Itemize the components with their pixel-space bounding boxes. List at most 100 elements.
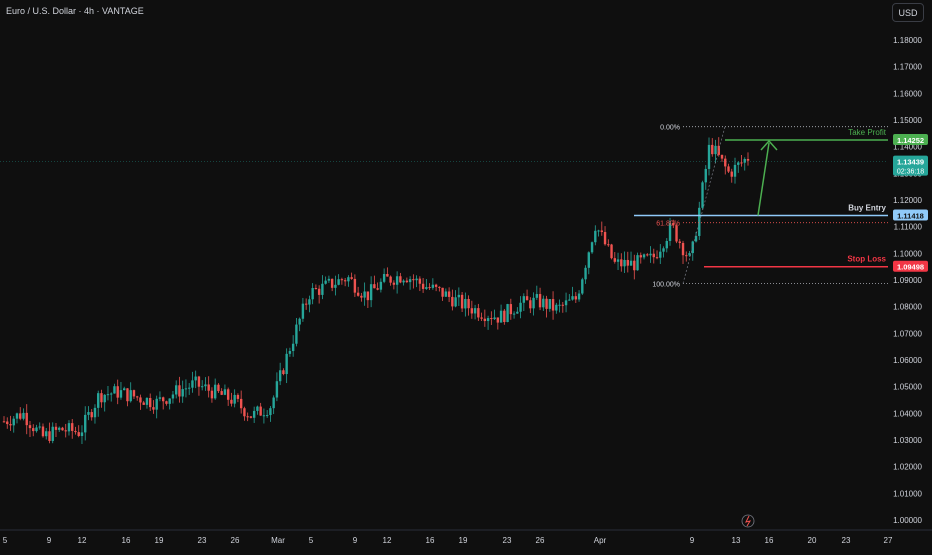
- candle-body[interactable]: [571, 296, 574, 300]
- candle-body[interactable]: [168, 398, 171, 404]
- candle-body[interactable]: [191, 380, 194, 388]
- candle-body[interactable]: [431, 284, 435, 288]
- candle-body[interactable]: [675, 225, 678, 242]
- candle-body[interactable]: [178, 385, 181, 397]
- candle-body[interactable]: [243, 408, 246, 417]
- candle-body[interactable]: [295, 324, 298, 344]
- candle-body[interactable]: [132, 390, 136, 397]
- candle-body[interactable]: [395, 276, 399, 285]
- candle-body[interactable]: [282, 370, 285, 375]
- candle-body[interactable]: [67, 423, 71, 432]
- candle-body[interactable]: [551, 299, 555, 311]
- candle-body[interactable]: [54, 426, 58, 430]
- candle-body[interactable]: [529, 300, 532, 309]
- candle-body[interactable]: [701, 182, 704, 208]
- candle-body[interactable]: [87, 412, 90, 415]
- candle-body[interactable]: [58, 427, 61, 430]
- candle-body[interactable]: [6, 421, 9, 425]
- candle-body[interactable]: [379, 281, 383, 290]
- candle-body[interactable]: [119, 390, 123, 398]
- candle-body[interactable]: [704, 168, 707, 183]
- candle-body[interactable]: [496, 317, 500, 323]
- candle-body[interactable]: [9, 424, 12, 426]
- candle-body[interactable]: [321, 283, 324, 295]
- candle-body[interactable]: [373, 284, 376, 289]
- candle-body[interactable]: [139, 397, 142, 403]
- candle-body[interactable]: [506, 304, 509, 323]
- candle-body[interactable]: [41, 426, 45, 437]
- candle-body[interactable]: [525, 296, 529, 301]
- candle-body[interactable]: [642, 254, 646, 258]
- candle-body[interactable]: [71, 423, 74, 431]
- candle-body[interactable]: [457, 294, 461, 298]
- candle-body[interactable]: [672, 223, 675, 226]
- candle-body[interactable]: [451, 296, 454, 307]
- candle-body[interactable]: [467, 298, 470, 309]
- candle-body[interactable]: [84, 414, 87, 433]
- candle-body[interactable]: [421, 283, 425, 289]
- candle-body[interactable]: [493, 317, 496, 320]
- candle-body[interactable]: [126, 388, 129, 402]
- candle-body[interactable]: [106, 394, 110, 396]
- candle-body[interactable]: [652, 253, 655, 258]
- candle-body[interactable]: [616, 259, 620, 262]
- candle-body[interactable]: [161, 397, 165, 402]
- candle-body[interactable]: [519, 302, 522, 312]
- candle-body[interactable]: [311, 288, 314, 300]
- currency-button[interactable]: USD: [892, 3, 924, 22]
- candle-body[interactable]: [100, 393, 103, 403]
- candle-body[interactable]: [600, 230, 603, 233]
- candle-body[interactable]: [80, 432, 84, 436]
- candle-body[interactable]: [499, 310, 503, 323]
- candle-body[interactable]: [681, 242, 685, 256]
- candle-body[interactable]: [356, 292, 360, 296]
- candle-body[interactable]: [483, 318, 487, 322]
- candle-body[interactable]: [538, 294, 542, 308]
- candle-body[interactable]: [158, 397, 162, 399]
- candle-body[interactable]: [649, 253, 652, 256]
- candle-body[interactable]: [659, 251, 662, 258]
- candle-body[interactable]: [343, 280, 347, 282]
- candle-body[interactable]: [155, 398, 158, 410]
- candle-body[interactable]: [425, 287, 428, 289]
- candle-body[interactable]: [577, 293, 581, 300]
- candle-body[interactable]: [711, 144, 714, 155]
- candle-body[interactable]: [584, 267, 587, 280]
- candle-body[interactable]: [720, 154, 724, 159]
- candle-body[interactable]: [613, 258, 616, 262]
- candle-body[interactable]: [587, 252, 591, 268]
- candle-body[interactable]: [441, 287, 444, 297]
- candle-body[interactable]: [142, 402, 145, 405]
- candle-body[interactable]: [740, 162, 743, 164]
- candle-body[interactable]: [278, 370, 282, 382]
- candle-body[interactable]: [392, 282, 396, 285]
- candle-body[interactable]: [746, 158, 750, 161]
- candle-body[interactable]: [548, 299, 552, 309]
- candle-body[interactable]: [503, 310, 506, 323]
- candle-body[interactable]: [434, 284, 438, 287]
- candle-body[interactable]: [113, 386, 116, 394]
- candle-body[interactable]: [382, 274, 386, 282]
- candle-body[interactable]: [447, 291, 451, 297]
- candle-body[interactable]: [230, 399, 233, 404]
- candle-body[interactable]: [324, 280, 327, 284]
- candle-body[interactable]: [204, 384, 207, 387]
- candle-body[interactable]: [607, 244, 610, 246]
- candle-body[interactable]: [256, 406, 259, 411]
- candle-body[interactable]: [470, 308, 474, 314]
- candle-body[interactable]: [269, 408, 272, 416]
- candle-body[interactable]: [558, 304, 561, 306]
- candle-body[interactable]: [408, 279, 412, 283]
- candle-body[interactable]: [399, 276, 402, 283]
- candle-body[interactable]: [369, 284, 373, 301]
- candle-body[interactable]: [438, 286, 441, 288]
- candle-body[interactable]: [564, 300, 568, 306]
- candle-body[interactable]: [45, 431, 48, 437]
- candle-body[interactable]: [714, 145, 717, 155]
- candle-body[interactable]: [724, 158, 727, 167]
- candle-body[interactable]: [246, 416, 249, 418]
- candle-body[interactable]: [646, 254, 649, 256]
- candle-body[interactable]: [590, 242, 594, 253]
- candle-body[interactable]: [129, 390, 132, 402]
